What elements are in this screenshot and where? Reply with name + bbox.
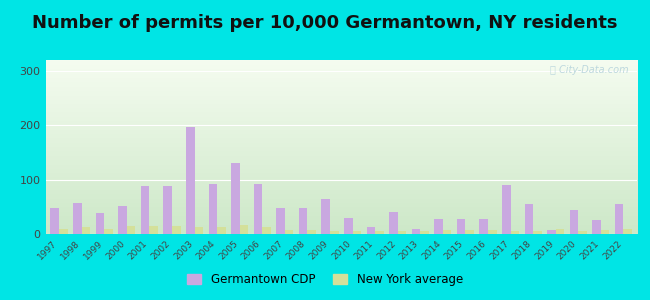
- Bar: [276, 208, 285, 234]
- Bar: [502, 185, 510, 234]
- Bar: [240, 225, 248, 234]
- Bar: [82, 227, 90, 234]
- Bar: [434, 219, 443, 234]
- Bar: [285, 230, 293, 234]
- Bar: [556, 229, 564, 234]
- Bar: [254, 184, 262, 234]
- Bar: [150, 226, 158, 234]
- Bar: [615, 204, 623, 234]
- Bar: [299, 208, 307, 234]
- Bar: [262, 227, 271, 234]
- Bar: [172, 226, 181, 234]
- Bar: [194, 227, 203, 234]
- Bar: [457, 219, 465, 234]
- Bar: [344, 218, 352, 234]
- Bar: [231, 163, 240, 234]
- Bar: [569, 209, 578, 234]
- Bar: [525, 204, 533, 234]
- Bar: [186, 128, 194, 234]
- Bar: [96, 213, 104, 234]
- Bar: [307, 230, 316, 234]
- Bar: [163, 186, 172, 234]
- Bar: [601, 230, 610, 234]
- Bar: [389, 212, 398, 234]
- Bar: [623, 229, 632, 234]
- Bar: [488, 230, 497, 234]
- Bar: [367, 227, 375, 234]
- Bar: [547, 230, 556, 234]
- Bar: [443, 230, 451, 234]
- Bar: [578, 231, 587, 234]
- Bar: [510, 231, 519, 234]
- Bar: [59, 229, 68, 234]
- Bar: [141, 186, 150, 234]
- Bar: [127, 226, 135, 234]
- Bar: [480, 219, 488, 234]
- Bar: [104, 229, 113, 234]
- Bar: [533, 231, 541, 234]
- Bar: [398, 231, 406, 234]
- Bar: [465, 230, 474, 234]
- Text: ⓘ City-Data.com: ⓘ City-Data.com: [549, 65, 628, 75]
- Bar: [51, 208, 59, 234]
- Bar: [321, 199, 330, 234]
- Bar: [118, 206, 127, 234]
- Bar: [411, 229, 421, 234]
- Bar: [73, 203, 82, 234]
- Text: Number of permits per 10,000 Germantown, NY residents: Number of permits per 10,000 Germantown,…: [32, 14, 617, 32]
- Legend: Germantown CDP, New York average: Germantown CDP, New York average: [183, 269, 467, 291]
- Bar: [421, 231, 429, 234]
- Bar: [330, 231, 339, 234]
- Bar: [209, 184, 217, 234]
- Bar: [592, 220, 601, 234]
- Bar: [375, 231, 383, 234]
- Bar: [217, 227, 226, 234]
- Bar: [352, 231, 361, 234]
